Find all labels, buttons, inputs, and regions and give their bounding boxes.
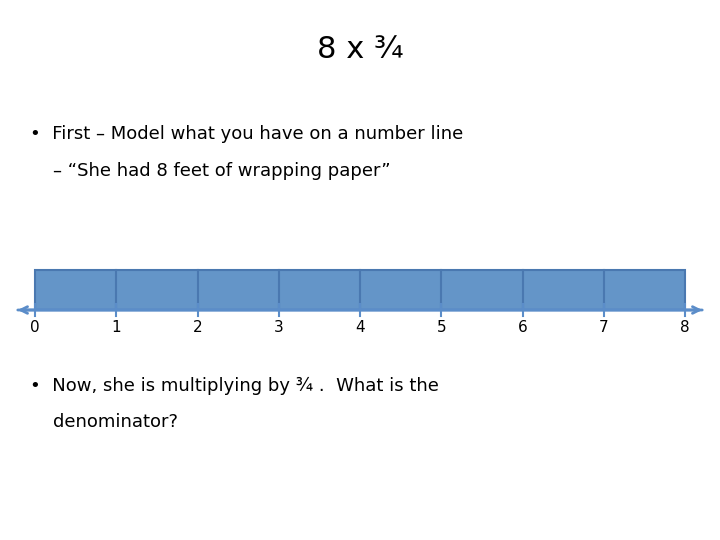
Text: 8 x ¾: 8 x ¾ (317, 35, 403, 64)
Text: 1: 1 (112, 320, 121, 335)
Text: 4: 4 (355, 320, 365, 335)
Bar (35, 270, 685, 310)
Text: 0: 0 (30, 320, 40, 335)
Text: denominator?: denominator? (30, 413, 178, 431)
Text: 3: 3 (274, 320, 284, 335)
Text: 6: 6 (518, 320, 527, 335)
Text: •  First – Model what you have on a number line: • First – Model what you have on a numbe… (30, 125, 463, 143)
Text: – “She had 8 feet of wrapping paper”: – “She had 8 feet of wrapping paper” (30, 162, 391, 180)
Text: 8: 8 (680, 320, 690, 335)
Text: 5: 5 (436, 320, 446, 335)
Text: 7: 7 (599, 320, 608, 335)
Text: •  Now, she is multiplying by ¾ .  What is the: • Now, she is multiplying by ¾ . What is… (30, 377, 439, 395)
Text: 2: 2 (193, 320, 202, 335)
